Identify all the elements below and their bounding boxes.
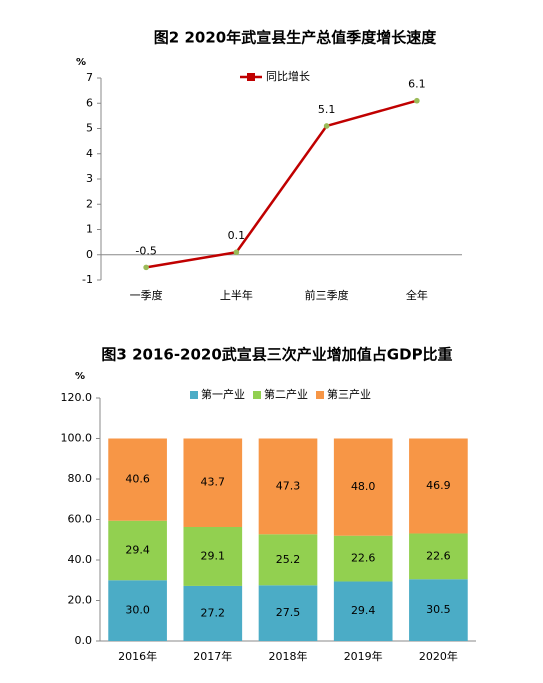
bar-segment — [333, 535, 393, 582]
bar-segment — [409, 438, 468, 534]
bar-segment — [108, 580, 167, 641]
legend-swatch — [316, 391, 324, 399]
x-tick-label: 前三季度 — [305, 288, 349, 302]
bar-segment — [183, 526, 243, 586]
x-tick-label: 一季度 — [130, 288, 163, 302]
x-tick-label: 2016年 — [118, 649, 157, 663]
data-label: 29.4 — [351, 604, 376, 617]
legend-marker — [247, 73, 255, 81]
x-tick-label: 上半年 — [220, 288, 253, 302]
x-tick-label: 全年 — [406, 288, 428, 302]
data-label: 0.1 — [228, 229, 246, 242]
legend-label: 第一产业 — [201, 387, 245, 401]
point — [414, 97, 420, 104]
bar-segment — [333, 438, 393, 536]
bar-segment — [409, 579, 468, 641]
data-label: 43.7 — [201, 476, 226, 489]
y-tick-label: 40.0 — [68, 553, 93, 566]
data-label: 25.2 — [276, 553, 301, 566]
y-unit: % — [75, 371, 85, 382]
y-tick-label: 20.0 — [68, 594, 93, 607]
data-label: 5.1 — [318, 103, 336, 116]
y-tick-label: 2 — [86, 197, 93, 210]
data-label: 30.0 — [125, 604, 150, 617]
y-tick-label: 0 — [86, 248, 93, 261]
y-tick-label: 1 — [86, 223, 93, 236]
bar-segment — [258, 585, 318, 641]
data-label: 47.3 — [276, 479, 301, 492]
point — [143, 264, 149, 271]
bar-segment — [108, 520, 167, 581]
line — [145, 99, 418, 269]
y-tick-label: 4 — [86, 147, 93, 160]
bar-segment — [183, 438, 243, 527]
y-tick-label: 3 — [86, 172, 93, 185]
x-tick-label: 2017年 — [193, 649, 232, 663]
data-label: 6.1 — [408, 78, 426, 91]
legend-label: 第三产业 — [327, 387, 371, 401]
data-label: 30.5 — [426, 603, 451, 616]
y-tick-label: 80.0 — [68, 472, 93, 485]
y-tick-label: 60.0 — [68, 513, 93, 526]
data-label: 48.0 — [351, 480, 376, 493]
y-unit: % — [76, 57, 86, 68]
bar-segment — [409, 533, 468, 580]
chart-title: 图2 2020年武宣县生产总值季度增长速度 — [154, 29, 437, 47]
y-tick-label: 6 — [86, 96, 93, 109]
data-label: 22.6 — [351, 552, 376, 565]
data-label: 29.1 — [201, 549, 226, 562]
bar-segment — [108, 438, 167, 521]
x-tick-label: 2020年 — [419, 649, 458, 663]
y-tick-label: 7 — [86, 71, 93, 84]
point — [323, 123, 330, 129]
data-label: 27.2 — [201, 606, 226, 619]
bar-segment — [258, 438, 318, 535]
data-label: 29.4 — [125, 543, 150, 556]
bar-segment — [183, 585, 243, 641]
data-label: 40.6 — [125, 473, 150, 486]
x-tick-label: 2019年 — [344, 649, 383, 663]
chart-title: 图3 2016-2020武宣县三次产业增加值占GDP比重 — [101, 346, 452, 364]
legend-label: 第二产业 — [264, 387, 308, 401]
y-tick-label: 5 — [86, 122, 93, 135]
y-tick-label: 120.0 — [61, 391, 93, 404]
point — [233, 249, 240, 256]
x-tick-label: 2018年 — [269, 649, 308, 663]
y-tick-label: -1 — [82, 273, 93, 286]
data-label: 27.5 — [276, 606, 301, 619]
data-label: -0.5 — [135, 244, 156, 257]
legend-label: 同比增长 — [266, 69, 310, 83]
data-label: 46.9 — [426, 479, 451, 492]
bar-segment — [333, 581, 393, 641]
legend-swatch — [190, 391, 198, 399]
legend-swatch — [253, 391, 261, 399]
y-tick-label: 100.0 — [61, 432, 93, 445]
y-tick-label: 0.0 — [75, 634, 93, 647]
data-label: 22.6 — [426, 549, 451, 562]
bar-segment — [258, 534, 318, 586]
